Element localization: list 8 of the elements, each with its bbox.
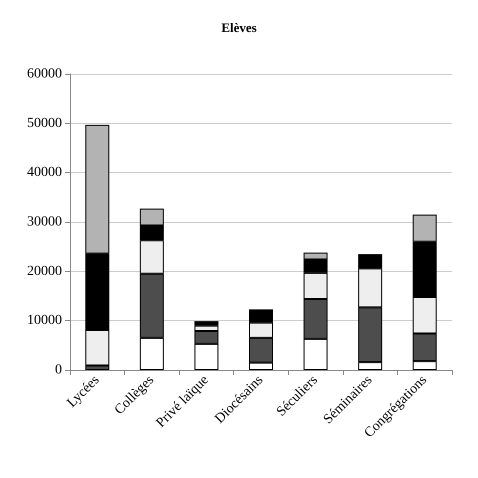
y-tick-label: 50000 xyxy=(27,116,62,131)
y-tick-label: 40000 xyxy=(27,165,62,180)
y-tick-label: 60000 xyxy=(27,66,62,82)
y-tick-label: 20000 xyxy=(27,264,62,279)
chart-title: Elèves xyxy=(221,20,257,35)
y-tick-label: 10000 xyxy=(27,313,62,328)
y-tick-label: 30000 xyxy=(27,214,62,230)
y-tick-label: 0 xyxy=(55,362,62,378)
